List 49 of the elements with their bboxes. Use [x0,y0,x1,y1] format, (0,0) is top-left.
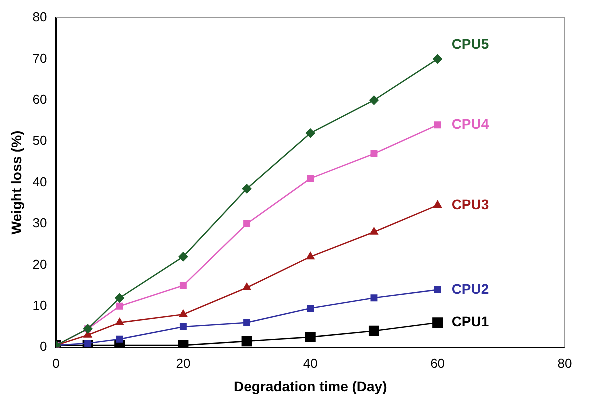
point [307,304,314,312]
y-axis-title: Weight loss (%) [8,130,24,235]
point [244,220,251,228]
point [116,302,124,310]
point [370,294,378,302]
y-tick-label: 80 [32,10,48,25]
point [178,252,188,262]
point [306,252,315,260]
point [115,294,125,303]
y-tick-label: 0 [40,339,48,354]
point [179,310,188,318]
point [116,318,124,326]
point [434,200,442,208]
y-tick-label: 20 [32,256,48,272]
point [432,318,444,328]
point [433,54,442,64]
y-tick-label: 30 [32,216,48,231]
x-tick-label: 80 [558,356,572,371]
point [306,128,316,138]
series-label: CPU5 [452,36,490,52]
point [116,336,124,343]
point [242,336,252,347]
y-tick-label: 60 [32,92,48,107]
series-label: CPU4 [452,116,490,132]
x-tick-label: 60 [430,356,446,371]
point [180,282,187,290]
x-tick-label: 0 [52,356,60,371]
point [244,319,251,326]
series-label: CPU3 [452,196,490,212]
point [434,286,442,294]
point [434,122,442,129]
y-tick-label: 40 [32,174,48,190]
x-axis-title: Degradation time (Day) [234,378,388,394]
y-tick-label: 50 [32,133,48,148]
x-tick-label: 40 [303,356,318,371]
series-label: CPU1 [452,314,490,330]
y-tick-label: 10 [32,298,48,313]
point [368,326,380,336]
point [370,150,378,158]
point [180,324,187,330]
point [370,96,379,106]
x-tick-label: 20 [176,356,191,371]
point [305,332,316,343]
series-label: CPU2 [452,280,490,297]
point [242,283,252,291]
point [370,228,378,235]
point [307,175,314,182]
y-tick-label: 70 [32,50,48,66]
point [242,184,252,194]
